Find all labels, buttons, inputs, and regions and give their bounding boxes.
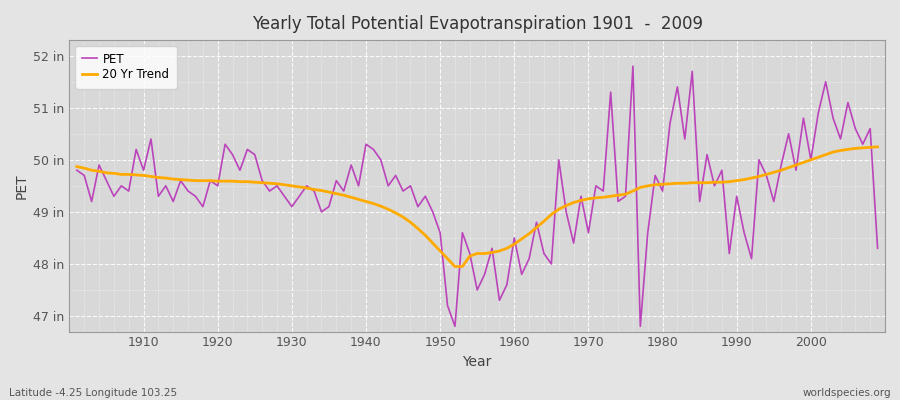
PET bbox=[450, 324, 461, 329]
20 Yr Trend bbox=[338, 193, 349, 198]
Line: 20 Yr Trend: 20 Yr Trend bbox=[76, 147, 878, 266]
Line: PET: PET bbox=[76, 66, 878, 326]
PET bbox=[872, 246, 883, 251]
PET bbox=[606, 90, 616, 94]
PET bbox=[130, 147, 141, 152]
PET bbox=[294, 194, 305, 199]
20 Yr Trend bbox=[517, 236, 527, 241]
20 Yr Trend bbox=[450, 264, 461, 269]
Y-axis label: PET: PET bbox=[15, 173, 29, 199]
X-axis label: Year: Year bbox=[463, 355, 492, 369]
20 Yr Trend bbox=[130, 172, 141, 177]
Text: worldspecies.org: worldspecies.org bbox=[803, 388, 891, 398]
20 Yr Trend bbox=[71, 164, 82, 169]
PET bbox=[338, 189, 349, 194]
20 Yr Trend bbox=[508, 242, 519, 246]
PET bbox=[517, 272, 527, 277]
Title: Yearly Total Potential Evapotranspiration 1901  -  2009: Yearly Total Potential Evapotranspiratio… bbox=[252, 15, 703, 33]
20 Yr Trend bbox=[294, 184, 305, 189]
Legend: PET, 20 Yr Trend: PET, 20 Yr Trend bbox=[76, 46, 176, 88]
PET bbox=[71, 168, 82, 173]
PET bbox=[508, 236, 519, 240]
20 Yr Trend bbox=[872, 144, 883, 149]
20 Yr Trend bbox=[606, 194, 616, 199]
Text: Latitude -4.25 Longitude 103.25: Latitude -4.25 Longitude 103.25 bbox=[9, 388, 177, 398]
PET bbox=[627, 64, 638, 68]
